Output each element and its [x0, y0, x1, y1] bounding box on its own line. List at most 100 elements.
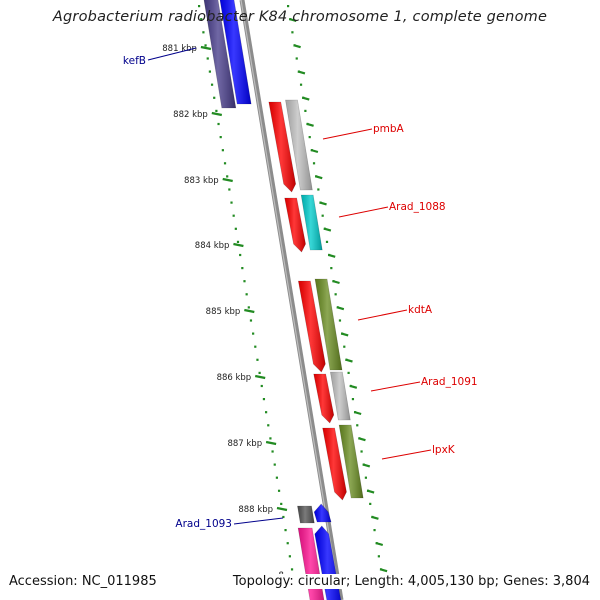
gene-label-leader: [147, 47, 197, 61]
guide-dash-right: [340, 332, 349, 337]
guide-dot-left: [275, 476, 279, 479]
kbp-label: 887 kbp: [227, 439, 262, 449]
guide-dot-right: [377, 555, 380, 558]
kbp-label: 883 kbp: [184, 176, 219, 186]
guide-dot-left: [236, 240, 240, 243]
kbp-label: 885 kbp: [206, 307, 241, 317]
feature-layer: [203, 0, 364, 600]
guide-dot-right: [373, 529, 376, 532]
guide-dot-left: [228, 188, 231, 191]
gene-label-leader: [322, 128, 373, 140]
guide-dot-left: [249, 319, 253, 322]
guide-dot-left: [284, 529, 287, 532]
gene-label-Arad_1093: Arad_1093: [175, 518, 232, 530]
guide-dot-left: [290, 568, 294, 571]
gene-Arad_1091-strand-bar: [313, 373, 335, 424]
guide-dot-right: [351, 398, 355, 401]
guide-dash-right: [293, 44, 301, 49]
topology-text: Topology: circular; Length: 4,005,130 bp…: [231, 574, 591, 589]
guide-dot-left: [223, 162, 227, 165]
guide-dash-right: [310, 148, 319, 154]
kbp-tick: [276, 506, 288, 512]
guide-dot-left: [210, 83, 214, 86]
guide-dot-left: [245, 293, 248, 296]
guide-dot-left: [232, 214, 235, 217]
guide-dash-right: [362, 463, 371, 468]
gene-lpxK-strand-bar: [322, 427, 347, 501]
guide-dash-right: [306, 122, 314, 127]
guide-dot-left: [202, 31, 205, 34]
guide-dash-right: [319, 201, 327, 206]
guide-dot-left: [243, 280, 246, 283]
guide-dot-right: [369, 502, 372, 505]
guide-dot-left: [262, 398, 266, 401]
guide-dot-left: [217, 122, 220, 126]
gene-Arad_1091-cog-bar: [330, 371, 351, 421]
gene-Arad_1088-cog-bar: [300, 194, 323, 251]
guide-dot-left: [254, 345, 257, 348]
gene-label-leader: [370, 381, 421, 392]
guide-dot-left: [267, 424, 270, 427]
guide-dot-left: [264, 411, 268, 414]
guide-dot-left: [215, 109, 218, 112]
guide-dot-left: [286, 542, 289, 545]
ticks-layer: 881 kbp 882 kbp 883 kbp 884 kbp 885 kbp 886 k…: [162, 5, 388, 581]
guide-dot-left: [200, 18, 203, 21]
guide-dot-right: [364, 476, 368, 479]
guide-dot-right: [325, 240, 329, 243]
guide-dot-left: [206, 57, 209, 60]
guide-dot-left: [204, 44, 207, 47]
guide-dot-right: [356, 424, 359, 427]
guide-dash-right: [297, 70, 306, 75]
guide-dot-left: [241, 267, 244, 270]
gene-Arad_1093-strand-bar: [313, 503, 332, 523]
guide-dash-right: [371, 515, 379, 520]
guide-dot-right: [347, 371, 350, 374]
guide-dot-right: [308, 136, 311, 139]
guide-dash-right: [288, 17, 297, 23]
gene-kdtA-strand-bar: [298, 280, 326, 373]
guide-dash-right: [366, 489, 375, 494]
kbp-tick: [211, 111, 223, 117]
guide-dash-right: [345, 358, 353, 363]
accession-text: Accession: NC_011985: [8, 574, 158, 589]
guide-dash-right: [375, 541, 384, 547]
guide-dash-right: [332, 279, 340, 285]
gene-label-leader: [233, 517, 284, 525]
guide-dot-right: [343, 345, 346, 348]
guide-dot-left: [197, 5, 201, 8]
guide-dash-right: [301, 96, 310, 101]
kbp-tick: [265, 440, 277, 446]
gene-label-kefB: kefB: [123, 55, 146, 67]
label-layer: kefB pmbA Arad_1088 kdtA Arad_1091 lpxK Arad_1…: [123, 47, 478, 530]
guide-dot-right: [291, 31, 294, 34]
gene-label-lpxK: lpxK: [432, 444, 456, 456]
guide-dot-right: [304, 109, 307, 112]
guide-dash-right: [314, 175, 323, 180]
guide-dot-right: [299, 83, 303, 86]
backbone-highlight: [240, 0, 341, 600]
backbone-line: [239, 0, 344, 600]
gene-label-leader: [357, 309, 408, 321]
gene-Arad_1088-strand-bar: [284, 197, 306, 253]
guide-dot-left: [247, 306, 250, 309]
guide-dot-left: [230, 201, 233, 204]
gene-kefB-cog-bar: [203, 0, 237, 109]
gene-label-leader: [338, 206, 389, 218]
guide-dot-right: [295, 57, 298, 60]
guide-dot-right: [312, 162, 316, 165]
kbp-tick: [254, 374, 266, 380]
gene-Arad_1093-cog-bar: [297, 505, 315, 524]
guide-dot-left: [252, 332, 255, 335]
guide-dot-left: [239, 253, 242, 257]
gene-lpxK-cog-bar: [338, 424, 364, 499]
gene-kefB-strand-bar: [219, 0, 252, 105]
guide-dash-right: [323, 227, 332, 232]
gene-label-Arad_1088: Arad_1088: [389, 201, 446, 213]
kbp-label: 881 kbp: [162, 44, 197, 54]
kbp-tick: [244, 308, 255, 314]
kbp-label: 882 kbp: [173, 110, 208, 120]
guide-dot-right: [330, 267, 333, 270]
guide-dot-left: [256, 358, 259, 361]
kbp-label: 886 kbp: [217, 373, 252, 383]
